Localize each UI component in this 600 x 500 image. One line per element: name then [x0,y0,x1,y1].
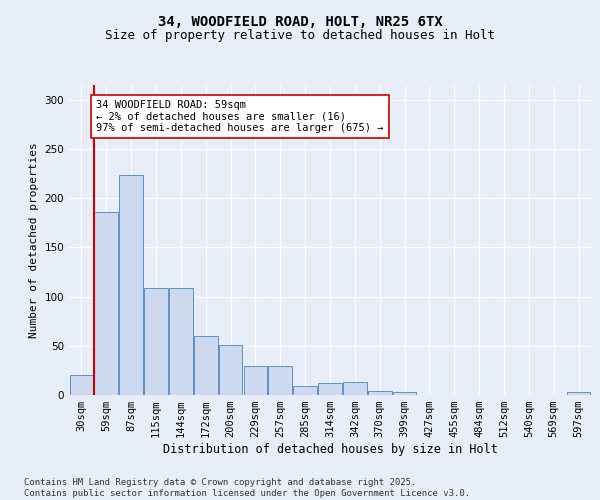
Text: Contains HM Land Registry data © Crown copyright and database right 2025.
Contai: Contains HM Land Registry data © Crown c… [24,478,470,498]
Bar [219,345,242,395]
Bar [393,392,416,395]
Y-axis label: Number of detached properties: Number of detached properties [29,142,39,338]
Text: Size of property relative to detached houses in Holt: Size of property relative to detached ho… [105,28,495,42]
Bar [70,376,93,395]
Bar [343,382,367,395]
Bar [194,336,218,395]
Bar [268,366,292,395]
Bar [567,392,590,395]
X-axis label: Distribution of detached houses by size in Holt: Distribution of detached houses by size … [163,443,497,456]
Bar [368,391,392,395]
Bar [293,386,317,395]
Text: 34 WOODFIELD ROAD: 59sqm
← 2% of detached houses are smaller (16)
97% of semi-de: 34 WOODFIELD ROAD: 59sqm ← 2% of detache… [97,100,384,133]
Bar [94,212,118,395]
Bar [119,174,143,395]
Bar [144,288,168,395]
Bar [318,383,342,395]
Bar [244,366,267,395]
Text: 34, WOODFIELD ROAD, HOLT, NR25 6TX: 34, WOODFIELD ROAD, HOLT, NR25 6TX [158,16,442,30]
Bar [169,288,193,395]
